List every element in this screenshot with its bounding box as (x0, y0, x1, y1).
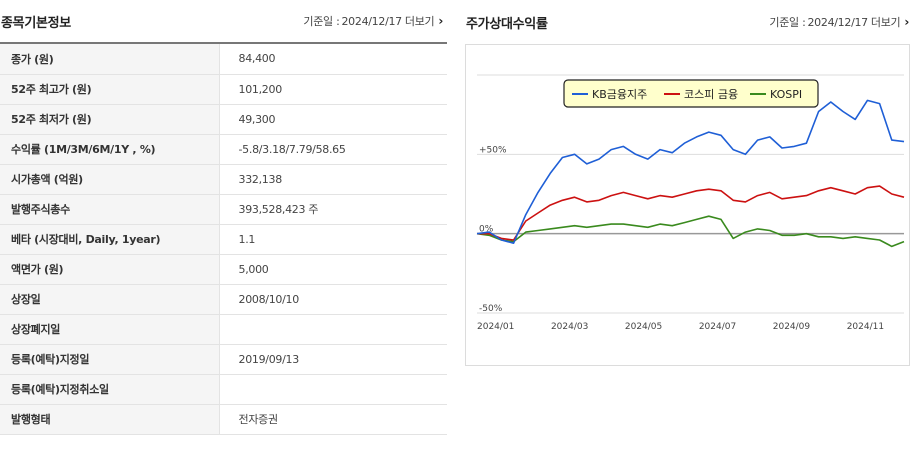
relative-return-more-link[interactable]: 더보기 (870, 16, 901, 29)
series-line (477, 185, 905, 241)
x-tick-label: 2024/11 (847, 322, 884, 332)
info-row: 등록(예탁)지정일 2019/09/13 (0, 344, 447, 375)
info-row: 등록(예탁)지정취소일 (0, 374, 447, 405)
x-tick-label: 2024/09 (773, 322, 811, 332)
x-tick-label: 2024/07 (699, 322, 736, 332)
series-line (476, 99, 905, 244)
info-row-value: 2008/10/10 (219, 284, 447, 315)
series-line (476, 215, 905, 248)
chart-svg: +50% 0% -50% 2024/01 2024/03 2024/05 2024/07 20… (476, 74, 905, 332)
info-row: 발행주식총수 393,528,423 주 (0, 194, 447, 225)
basic-info-title: 종목기본정보 (1, 15, 71, 31)
basic-info-table: 종가 (원) 84,400 52주 최고가 (원) 101,200 52주 최저가 (원… (0, 44, 447, 435)
info-row: 종가 (원) 84,400 (0, 44, 447, 75)
info-row-label: 수익률 (1M/3M/6M/1Y , %) (0, 134, 220, 165)
chevron-right-icon[interactable]: › (904, 15, 909, 29)
info-row: 시가총액 (억원) 332,138 (0, 164, 447, 195)
info-row-value: 332,138 (219, 164, 447, 195)
info-row: 상장폐지일 (0, 314, 447, 345)
y-tick-label: -50% (479, 304, 503, 314)
relative-return-header: 주가상대수익률 기준일 : 2024/12/17 더보기 › (465, 0, 915, 44)
info-row-label: 베타 (시장대비, Daily, 1year) (0, 224, 220, 255)
legend-label: KOSPI (770, 88, 802, 101)
info-row: 베타 (시장대비, Daily, 1year) 1.1 (0, 224, 447, 255)
info-row: 상장일 2008/10/10 (0, 284, 447, 315)
info-row-value: 49,300 (219, 104, 447, 135)
info-row: 액면가 (원) 5,000 (0, 254, 447, 285)
info-row-value: 전자증권 (219, 404, 447, 435)
info-row-label: 상장일 (0, 284, 220, 315)
info-row-value: 84,400 (219, 44, 447, 75)
info-row-label: 발행형태 (0, 404, 220, 435)
info-row-value: 2019/09/13 (219, 344, 447, 375)
relative-return-panel: 주가상대수익률 기준일 : 2024/12/17 더보기 › +50% 0% -50… (465, 0, 915, 366)
y-tick-label: +50% (479, 145, 507, 155)
info-row-label: 시가총액 (억원) (0, 164, 220, 195)
info-row-value (219, 314, 447, 345)
basic-info-date-label: 기준일 : (303, 15, 340, 28)
chevron-right-icon[interactable]: › (438, 14, 443, 28)
info-row-value: 393,528,423 주 (219, 194, 447, 225)
info-row-value: 101,200 (219, 74, 447, 105)
basic-info-panel: 종목기본정보 기준일 : 2024/12/17 더보기 › 종가 (원) 84,4… (0, 0, 447, 435)
basic-info-header: 종목기본정보 기준일 : 2024/12/17 더보기 › (0, 0, 447, 44)
info-row-label: 52주 최저가 (원) (0, 104, 220, 135)
x-tick-label: 2024/03 (551, 322, 588, 332)
relative-return-date: 2024/12/17 (807, 15, 868, 29)
x-tick-label: 2024/05 (625, 322, 662, 332)
info-row-label: 등록(예탁)지정일 (0, 344, 220, 375)
relative-return-title: 주가상대수익률 (466, 16, 548, 32)
info-row: 수익률 (1M/3M/6M/1Y , %) -5.8/3.18/7.79/58.6… (0, 134, 447, 165)
info-row-value: 5,000 (219, 254, 447, 285)
chart-legend (563, 79, 819, 108)
relative-return-date-more: 기준일 : 2024/12/17 더보기 › (769, 14, 909, 30)
info-row-label: 액면가 (원) (0, 254, 220, 285)
x-tick-label: 2024/01 (477, 322, 514, 332)
info-row-label: 52주 최고가 (원) (0, 74, 220, 105)
info-row-label: 상장폐지일 (0, 314, 220, 345)
legend-label: KB금융지주 (592, 88, 647, 101)
info-row-label: 종가 (원) (0, 44, 220, 75)
info-row: 52주 최저가 (원) 49,300 (0, 104, 447, 135)
relative-return-chart: +50% 0% -50% 2024/01 2024/03 2024/05 2024/07 20… (465, 44, 910, 366)
info-row-label: 등록(예탁)지정취소일 (0, 374, 220, 405)
info-row: 발행형태 전자증권 (0, 404, 447, 435)
basic-info-date-more: 기준일 : 2024/12/17 더보기 › (303, 13, 443, 29)
basic-info-more-link[interactable]: 더보기 (404, 15, 435, 28)
info-row-value: -5.8/3.18/7.79/58.65 (219, 134, 447, 165)
basic-info-date: 2024/12/17 (341, 14, 402, 28)
info-row: 52주 최고가 (원) 101,200 (0, 74, 447, 105)
legend-label: 코스피 금융 (684, 88, 738, 101)
info-row-label: 발행주식총수 (0, 194, 220, 225)
relative-return-date-label: 기준일 : (769, 16, 806, 29)
y-tick-label: 0% (479, 225, 494, 235)
info-row-value: 1.1 (219, 224, 447, 255)
info-row-value (219, 374, 447, 405)
